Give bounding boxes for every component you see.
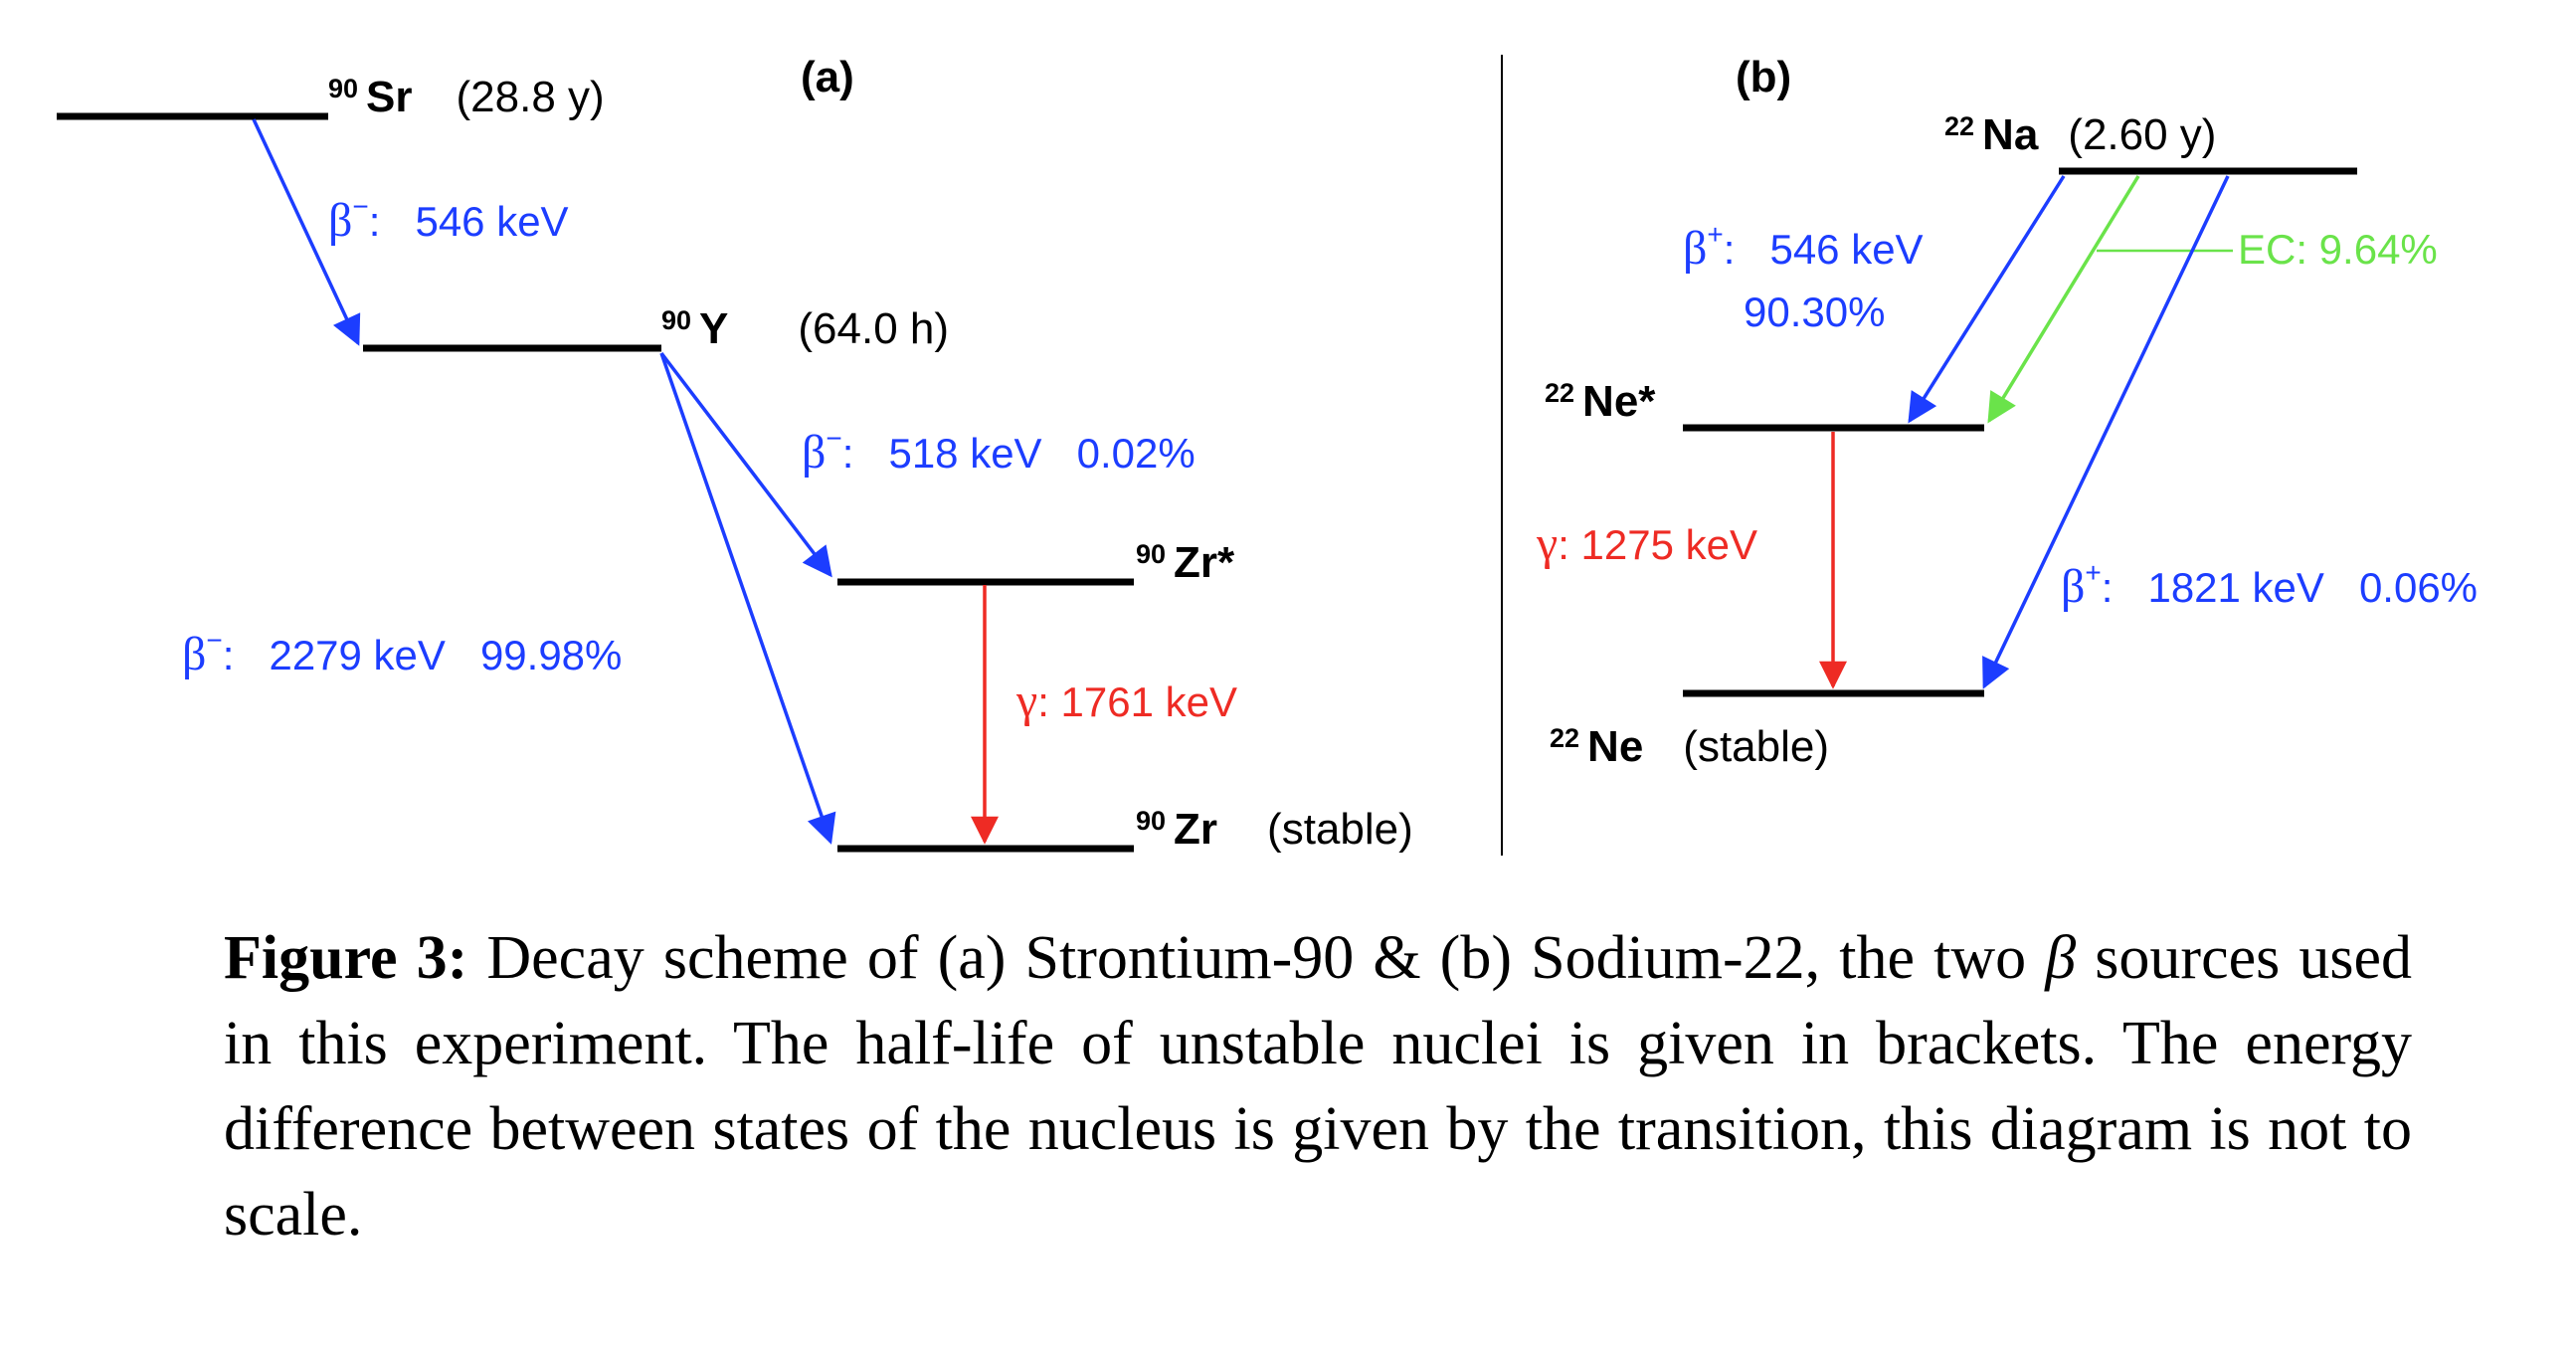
label-y90: 90 Y (64.0 h) — [661, 304, 949, 353]
ec-label: EC: 9.64% — [2238, 226, 2438, 273]
beta-minus-y-excited-label: β−: 518 keV 0.02% — [802, 423, 1196, 479]
label-zr90: 90 Zr (stable) — [1136, 805, 1413, 854]
label-ne22-excited: 22 Ne* — [1545, 377, 1656, 426]
label-na22: 22 Na (2.60 y) — [1944, 110, 2216, 159]
panel-a-label: (a) — [801, 53, 854, 101]
caption-text-before: Decay scheme of (a) Strontium-90 & (b) S… — [467, 924, 2046, 992]
caption-label: Figure 3: — [224, 924, 468, 992]
label-zr90-excited: 90 Zr* — [1136, 538, 1235, 587]
beta-plus-excited-label: β+: 546 keV — [1683, 219, 1924, 275]
gamma-zr-label: γ: 1761 keV — [1015, 674, 1237, 727]
panel-b-label: (b) — [1736, 53, 1791, 101]
beta-plus-excited-branch: 90.30% — [1744, 289, 1885, 335]
label-sr90: 90 Sr (28.8 y) — [328, 73, 605, 121]
figure-caption: Figure 3: Decay scheme of (a) Strontium-… — [224, 915, 2412, 1257]
beta-minus-y-ground-label: β−: 2279 keV 99.98% — [182, 625, 622, 680]
decay-scheme-diagram: (a) 90 Sr (28.8 y) 90 Y (64.0 h) 90 Zr* 90 Zr(… — [57, 53, 2478, 856]
gamma-ne-label: γ: 1275 keV — [1536, 517, 1757, 570]
beta-plus-na-to-ne-excited-arrow — [1908, 175, 2066, 424]
beta-minus-sr-to-y-arrow — [252, 118, 361, 346]
beta-minus-y-to-zr-excited-arrow — [659, 351, 832, 578]
panel-b: (b) 22 Na (2.60 y) 22 Ne* 22 Ne (stable) β+: … — [1536, 53, 2478, 771]
caption-text-after: sources used in this experiment. The hal… — [224, 924, 2412, 1249]
beta-plus-na-to-ne-arrow — [1982, 175, 2230, 689]
label-ne22: 22 Ne (stable) — [1550, 722, 1829, 771]
panel-a: (a) 90 Sr (28.8 y) 90 Y (64.0 h) 90 Zr* 90 Zr(… — [57, 53, 1413, 854]
beta-minus-y-to-zr-arrow — [659, 352, 836, 845]
caption-beta-symbol: β — [2045, 924, 2077, 992]
ec-arrow — [1987, 175, 2140, 424]
beta-minus-sr-label: β−: 546 keV — [328, 191, 569, 247]
beta-plus-ground-label: β+: 1821 keV 0.06% — [2061, 557, 2478, 613]
